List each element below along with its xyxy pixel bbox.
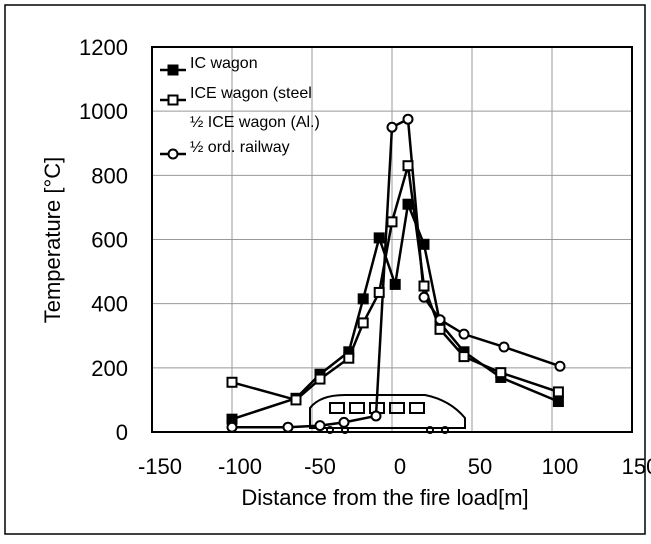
point: [458, 351, 470, 363]
point: [389, 278, 401, 290]
y-tick-label: 600: [91, 228, 128, 253]
grid: [151, 46, 633, 433]
point: [226, 421, 238, 433]
point: [373, 232, 385, 244]
point: [418, 280, 430, 292]
point: [370, 410, 382, 422]
point: [418, 238, 430, 250]
y-axis-label: Temperature [°C]: [40, 157, 65, 324]
point: [226, 376, 238, 388]
legend-label: ICE wagon (steel: [190, 85, 312, 102]
point: [552, 396, 564, 408]
point: [343, 352, 355, 364]
x-tick-label: 50: [468, 454, 492, 479]
point: [386, 216, 398, 228]
legend-marker: [167, 94, 179, 106]
plot-frame: [151, 46, 633, 433]
point: [386, 121, 398, 133]
y-tick-label: 0: [116, 420, 128, 445]
point: [357, 293, 369, 305]
point: [290, 394, 302, 406]
point: [338, 416, 350, 428]
legend-label: ½ ord. railway: [190, 139, 290, 156]
point: [402, 160, 414, 172]
y-tick-label: 1200: [79, 35, 128, 60]
point: [418, 291, 430, 303]
legend-marker: [167, 148, 179, 160]
x-tick-label: 150: [622, 454, 651, 479]
point: [314, 373, 326, 385]
point: [402, 113, 414, 125]
x-tick-label: -50: [304, 454, 336, 479]
frame: [4, 4, 646, 535]
x-tick-label: 0: [394, 454, 406, 479]
point: [357, 317, 369, 329]
point: [495, 367, 507, 379]
point: [314, 420, 326, 432]
point: [282, 421, 294, 433]
x-tick-label: 100: [542, 454, 579, 479]
x-axis-label: Distance from the fire load[m]: [241, 485, 528, 510]
point: [554, 360, 566, 372]
series-line: [231, 199, 559, 421]
y-tick-label: 800: [91, 163, 128, 188]
point: [458, 328, 470, 340]
y-tick-label: 200: [91, 356, 128, 381]
point: [552, 386, 564, 398]
legend-marker: [167, 64, 179, 76]
point: [402, 198, 414, 210]
y-tick-label: 400: [91, 292, 128, 317]
point: [434, 323, 446, 335]
point: [434, 314, 446, 326]
x-tick-label: -100: [218, 454, 262, 479]
point: [373, 286, 385, 298]
x-tick-label: -150: [138, 454, 182, 479]
legend-note: ½ ICE wagon (Al.): [190, 114, 320, 131]
legend-label: IC wagon: [190, 55, 258, 72]
y-tick-label: 1000: [79, 99, 128, 124]
point: [498, 341, 510, 353]
train-icon: [309, 394, 466, 434]
